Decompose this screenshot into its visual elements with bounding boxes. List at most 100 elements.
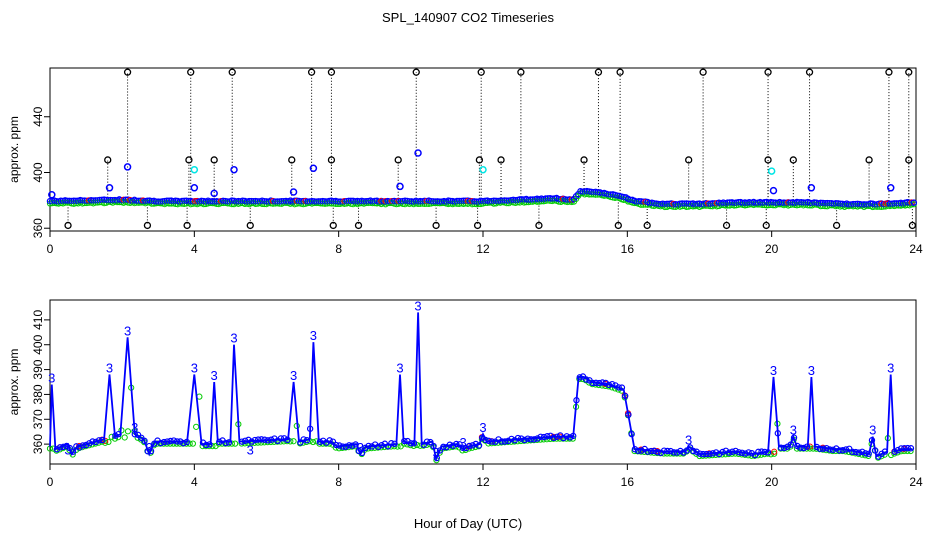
marker-blue	[686, 444, 694, 451]
data-point-black	[327, 68, 336, 76]
marker-blue	[654, 448, 661, 456]
marker-label: 3	[64, 443, 71, 458]
data-point-black	[685, 156, 693, 164]
marker-blue	[524, 435, 531, 442]
marker-blue	[388, 440, 395, 447]
marker-blue	[326, 437, 333, 444]
data-point-black	[246, 221, 254, 230]
marker-blue	[706, 450, 713, 458]
marker-blue	[563, 433, 570, 440]
marker-blue	[95, 437, 103, 444]
marker-blue	[667, 447, 674, 455]
data-point-black	[327, 156, 336, 164]
y-tick-label: 440	[31, 106, 45, 126]
marker-blue	[576, 374, 583, 381]
marker-blue	[378, 442, 385, 449]
x-axis-label: Hour of Day (UTC)	[414, 516, 522, 531]
data-point-black	[905, 68, 913, 76]
data-point-blue-outlier	[190, 184, 199, 192]
marker-blue	[446, 441, 454, 448]
marker-blue	[777, 444, 785, 451]
data-point-black	[210, 156, 218, 164]
marker-blue	[868, 437, 876, 444]
marker-blue	[469, 442, 476, 449]
marker-blue	[73, 443, 80, 450]
marker-blue	[255, 436, 262, 443]
x-tick-label: 12	[476, 475, 490, 489]
marker-blue	[112, 432, 119, 439]
marker-blue	[407, 440, 415, 447]
marker-blue	[615, 384, 622, 391]
marker-blue	[628, 430, 635, 438]
marker-blue	[540, 433, 548, 441]
marker-blue	[836, 447, 843, 454]
marker-blue	[865, 450, 872, 457]
marker-blue	[592, 379, 600, 387]
marker-blue	[440, 443, 447, 451]
marker-blue	[164, 438, 171, 445]
x-tick-label: 12	[476, 242, 490, 256]
marker-blue	[670, 449, 678, 456]
marker-blue	[748, 450, 756, 457]
data-point-cyan-outlier	[479, 165, 487, 174]
marker-blue	[336, 442, 343, 449]
marker-blue	[774, 430, 782, 437]
data-point-black	[905, 156, 913, 164]
marker-blue	[816, 445, 824, 452]
marker-blue	[280, 435, 288, 442]
marker-blue	[277, 435, 285, 442]
marker-blue	[722, 447, 730, 454]
series-line	[49, 312, 913, 462]
marker-label: 3	[808, 363, 815, 378]
marker-blue	[781, 444, 788, 452]
marker-blue	[358, 449, 366, 457]
marker-blue	[745, 449, 752, 456]
marker-blue	[725, 449, 733, 456]
marker-blue	[170, 437, 177, 444]
marker-green	[771, 450, 778, 457]
marker-blue	[677, 447, 684, 455]
data-point-black	[643, 221, 651, 230]
x-tick-label: 24	[909, 475, 923, 489]
marker-blue	[342, 443, 350, 450]
data-point-blue	[910, 199, 918, 206]
marker-label: 3	[211, 368, 218, 383]
marker-blue	[859, 448, 866, 456]
marker-blue	[862, 450, 869, 457]
data-point-blue-outlier	[230, 165, 238, 174]
y-axis-label: approx. ppm	[7, 116, 21, 183]
data-point-black	[143, 221, 152, 230]
data-point-blue-outlier	[105, 184, 114, 192]
data-point-blue-outlier	[210, 189, 218, 198]
y-tick-label: 400	[31, 334, 45, 354]
marker-label: 3	[247, 443, 254, 458]
marker-blue	[401, 437, 408, 445]
marker-blue	[872, 447, 879, 454]
marker-blue	[891, 448, 898, 455]
marker-blue	[813, 443, 820, 451]
marker-blue	[423, 438, 431, 445]
marker-blue	[534, 435, 541, 442]
marker-label: 3	[460, 435, 467, 450]
marker-blue	[560, 434, 567, 442]
x-tick-label: 16	[621, 242, 635, 256]
marker-blue	[738, 449, 746, 457]
marker-blue	[485, 437, 492, 445]
marker-blue	[508, 435, 515, 443]
marker-blue	[761, 448, 769, 456]
marker-blue	[430, 442, 437, 450]
y-tick-label: 380	[31, 384, 45, 404]
data-point-black	[805, 68, 814, 76]
marker-blue	[368, 443, 376, 450]
marker-blue	[531, 436, 538, 443]
x-tick-label: 0	[47, 242, 54, 256]
marker-blue	[764, 449, 772, 456]
marker-label: 3	[290, 368, 297, 383]
data-point-black	[64, 221, 72, 230]
marker-blue	[855, 449, 863, 456]
marker-blue	[833, 445, 840, 452]
marker-blue	[901, 444, 908, 452]
data-point-black	[762, 221, 770, 230]
marker-label: 3	[357, 440, 364, 455]
marker-blue	[573, 397, 580, 404]
